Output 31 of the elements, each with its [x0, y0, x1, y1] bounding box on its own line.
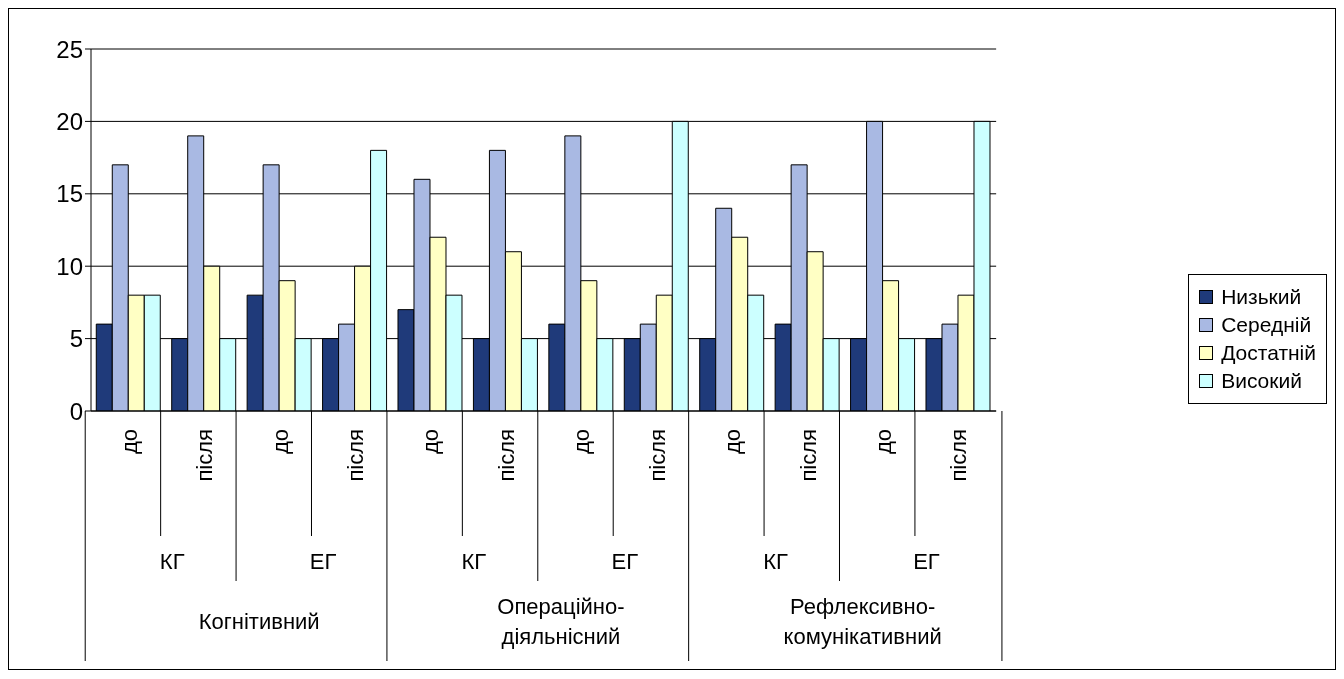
x-tick-label: після: [644, 429, 670, 482]
x-tick-label: до: [267, 429, 293, 455]
x-tick-label: після: [343, 429, 368, 482]
text: КГ: [763, 549, 789, 574]
x-tick-label: після: [192, 429, 218, 482]
x-tick-label: до: [720, 429, 746, 455]
legend-label: Високий: [1221, 369, 1302, 393]
text: Рефлексивно-комунікативний: [783, 594, 942, 649]
text: КГ: [461, 549, 487, 574]
x-tick-label: до: [116, 429, 142, 455]
legend-label: Низький: [1221, 285, 1302, 309]
text: Когнітивний: [198, 609, 320, 634]
text: ЕГ: [309, 549, 337, 574]
text: ЕГ: [611, 549, 639, 574]
legend-label: Достатній: [1221, 341, 1316, 365]
text: Операційно-діяльнісний: [497, 594, 625, 649]
x-tick-label: до: [569, 429, 595, 455]
x-tick-label: після: [493, 429, 519, 482]
y-tick-label: 25: [56, 35, 83, 63]
y-tick-label: 20: [56, 107, 83, 135]
y-tick-label: 5: [69, 325, 83, 353]
x-tick-label: до: [871, 429, 896, 455]
y-tick-label: 15: [56, 180, 83, 208]
text: ЕГ: [913, 549, 940, 574]
x-tick-label: після: [795, 429, 821, 482]
x-tick-label: після: [946, 429, 972, 482]
y-tick-label: 0: [69, 397, 83, 425]
legend-label: Середній: [1221, 313, 1312, 337]
text: КГ: [159, 549, 185, 574]
x-tick-label: до: [418, 429, 444, 455]
y-tick-label: 10: [56, 252, 83, 280]
